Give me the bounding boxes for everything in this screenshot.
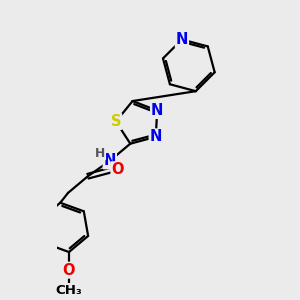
- Text: CH₃: CH₃: [56, 284, 82, 297]
- Text: N: N: [176, 32, 188, 47]
- Text: O: O: [111, 162, 124, 177]
- Text: S: S: [111, 114, 121, 129]
- Text: O: O: [63, 263, 75, 278]
- Text: N: N: [151, 103, 164, 118]
- Text: N: N: [103, 153, 116, 168]
- Text: H: H: [95, 147, 105, 160]
- Text: N: N: [150, 129, 162, 144]
